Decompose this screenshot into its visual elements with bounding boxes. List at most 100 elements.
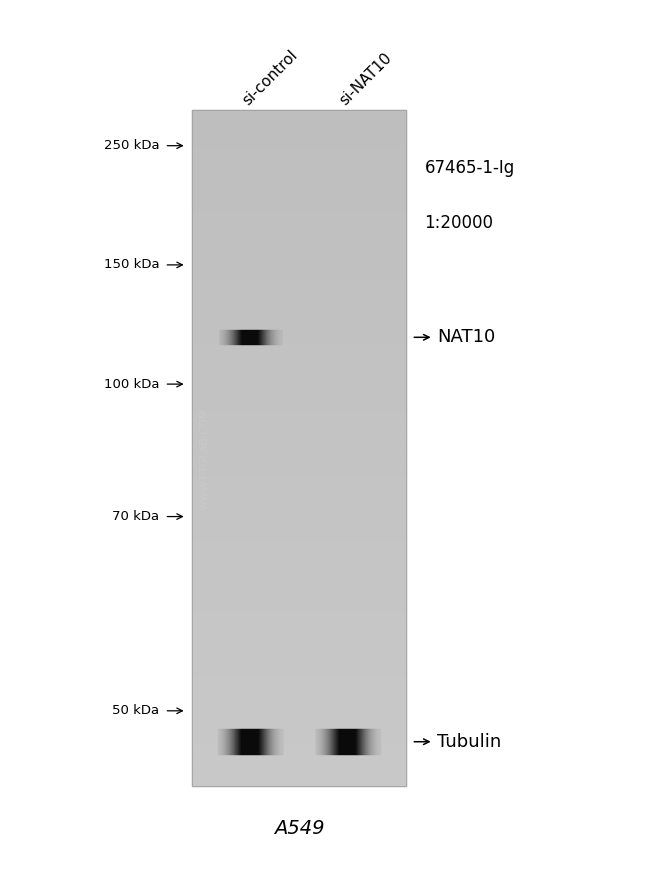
Bar (192, 369, 406, 372)
Bar (192, 173, 406, 176)
Bar (192, 660, 406, 662)
Bar (192, 158, 406, 160)
Bar (192, 268, 406, 270)
Bar (192, 502, 406, 504)
Bar (192, 185, 406, 187)
Bar (192, 122, 406, 124)
Bar (192, 662, 406, 664)
Bar (192, 475, 406, 478)
Bar (192, 498, 406, 500)
Bar (192, 774, 406, 777)
Bar (192, 558, 406, 561)
Bar (192, 770, 406, 773)
Bar (192, 291, 406, 293)
Bar (192, 192, 406, 193)
Bar (192, 464, 406, 466)
Bar (192, 777, 406, 779)
Bar (192, 176, 406, 177)
Bar (192, 736, 406, 738)
Bar (192, 577, 406, 578)
Bar (192, 138, 406, 140)
Bar (192, 668, 406, 671)
Bar (192, 295, 406, 298)
Bar (192, 532, 406, 533)
Bar (192, 529, 406, 532)
Bar (192, 198, 406, 200)
Bar (192, 633, 406, 635)
Bar (192, 164, 406, 167)
Bar (192, 426, 406, 428)
Bar (192, 253, 406, 254)
Bar (192, 388, 406, 389)
Bar (192, 471, 406, 473)
Bar (192, 398, 406, 401)
Bar (192, 565, 406, 568)
Bar (192, 180, 406, 183)
Bar (192, 509, 406, 511)
Bar (192, 421, 406, 423)
Bar (192, 516, 406, 518)
Bar (192, 653, 406, 655)
Bar (192, 383, 406, 385)
Bar (192, 703, 406, 705)
Bar (192, 513, 406, 516)
Bar (192, 349, 406, 351)
Bar (192, 288, 406, 291)
Bar (192, 423, 406, 426)
Bar (192, 358, 406, 360)
Bar (192, 671, 406, 673)
Bar (192, 144, 406, 147)
Bar (192, 738, 406, 741)
Bar (192, 225, 406, 228)
Bar (192, 623, 406, 626)
Bar (192, 748, 406, 750)
Bar (192, 298, 406, 299)
Bar (192, 408, 406, 410)
Bar (192, 299, 406, 302)
Bar (192, 693, 406, 696)
Bar (192, 622, 406, 623)
Bar (192, 302, 406, 304)
Bar (192, 119, 406, 122)
Bar (192, 110, 406, 786)
Bar (192, 293, 406, 295)
Bar (192, 392, 406, 394)
Bar (192, 552, 406, 554)
Bar (192, 135, 406, 138)
Bar (192, 313, 406, 315)
Bar (192, 725, 406, 728)
Bar (192, 322, 406, 324)
Bar (192, 417, 406, 419)
Bar (192, 187, 406, 189)
Bar (192, 430, 406, 433)
Bar (192, 131, 406, 132)
Bar (192, 372, 406, 374)
Bar (192, 403, 406, 405)
Text: 150 kDa: 150 kDa (103, 259, 159, 271)
Bar (192, 232, 406, 234)
Bar (192, 378, 406, 381)
Bar (192, 664, 406, 667)
Bar (192, 261, 406, 263)
Bar (192, 126, 406, 128)
Bar (192, 533, 406, 536)
Bar (192, 763, 406, 766)
Bar (192, 511, 406, 513)
Bar (192, 257, 406, 259)
Bar (192, 304, 406, 306)
Bar (192, 597, 406, 599)
Bar (192, 493, 406, 495)
Bar (192, 698, 406, 700)
Bar (192, 545, 406, 547)
Text: A549: A549 (274, 819, 324, 839)
Bar (192, 250, 406, 253)
Bar (192, 675, 406, 678)
Bar (192, 705, 406, 707)
Bar (192, 214, 406, 216)
Bar (192, 728, 406, 729)
Bar (192, 160, 406, 162)
Bar (192, 237, 406, 238)
Bar (192, 721, 406, 723)
Bar (192, 689, 406, 691)
Bar (192, 781, 406, 783)
